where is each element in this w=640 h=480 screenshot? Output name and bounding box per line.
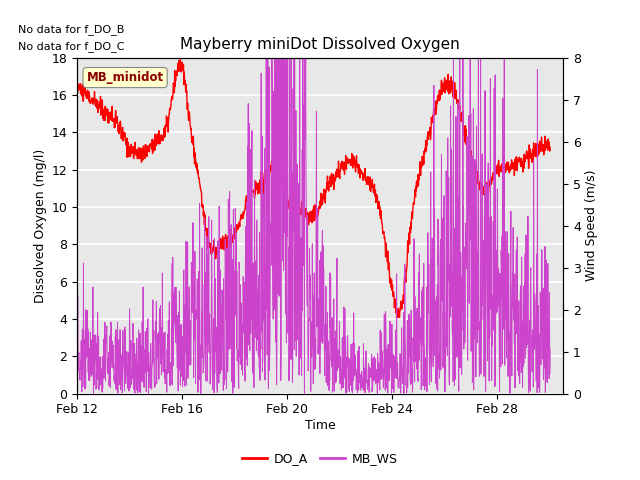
Text: No data for f_DO_B: No data for f_DO_B: [19, 24, 125, 35]
Text: MB_minidot: MB_minidot: [86, 71, 164, 84]
Legend: DO_A, MB_WS: DO_A, MB_WS: [237, 447, 403, 470]
Title: Mayberry miniDot Dissolved Oxygen: Mayberry miniDot Dissolved Oxygen: [180, 37, 460, 52]
Y-axis label: Wind Speed (m/s): Wind Speed (m/s): [585, 170, 598, 281]
X-axis label: Time: Time: [305, 419, 335, 432]
Text: No data for f_DO_C: No data for f_DO_C: [19, 41, 125, 52]
Y-axis label: Dissolved Oxygen (mg/l): Dissolved Oxygen (mg/l): [34, 148, 47, 303]
